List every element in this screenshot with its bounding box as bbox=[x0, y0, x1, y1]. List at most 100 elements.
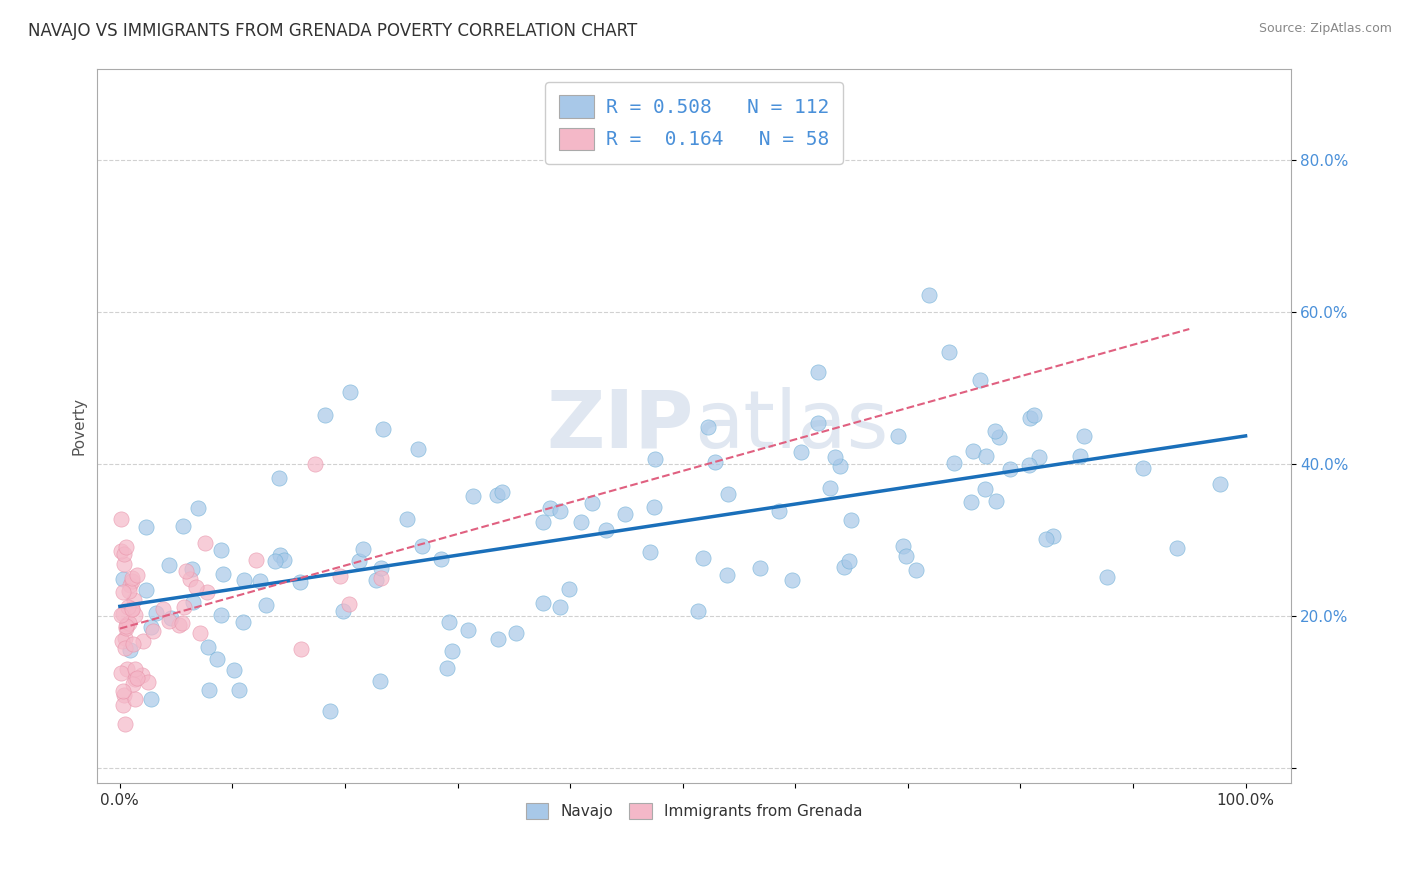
Point bbox=[115, 662, 138, 676]
Point bbox=[406, 442, 429, 456]
Point bbox=[329, 569, 352, 583]
Point bbox=[112, 584, 135, 599]
Point bbox=[290, 641, 312, 656]
Point bbox=[117, 600, 139, 615]
Point bbox=[209, 543, 232, 558]
Point bbox=[125, 567, 148, 582]
Point bbox=[457, 624, 479, 638]
Point bbox=[111, 607, 134, 621]
Point bbox=[938, 344, 960, 359]
Point bbox=[222, 663, 245, 677]
Point bbox=[121, 602, 143, 616]
Point bbox=[531, 516, 554, 530]
Point bbox=[644, 451, 666, 466]
Point bbox=[440, 644, 463, 658]
Point bbox=[1132, 460, 1154, 475]
Point bbox=[569, 515, 592, 529]
Point bbox=[136, 675, 159, 690]
Point bbox=[122, 592, 145, 607]
Point bbox=[111, 633, 134, 648]
Point bbox=[115, 616, 138, 631]
Point bbox=[181, 595, 204, 609]
Point bbox=[112, 547, 135, 561]
Point bbox=[174, 564, 197, 578]
Point bbox=[352, 542, 374, 557]
Point bbox=[894, 549, 917, 564]
Point bbox=[232, 615, 254, 629]
Point bbox=[110, 607, 132, 622]
Point bbox=[157, 558, 180, 572]
Point bbox=[430, 552, 453, 566]
Point bbox=[486, 632, 509, 646]
Point bbox=[115, 619, 138, 633]
Point bbox=[118, 578, 141, 592]
Point bbox=[411, 540, 433, 554]
Point bbox=[692, 551, 714, 566]
Point bbox=[943, 456, 966, 470]
Point bbox=[209, 608, 232, 623]
Point bbox=[832, 560, 855, 574]
Point bbox=[704, 454, 727, 468]
Point bbox=[198, 682, 221, 697]
Point bbox=[640, 545, 662, 559]
Point bbox=[170, 615, 193, 630]
Point bbox=[139, 620, 162, 634]
Point bbox=[194, 535, 217, 549]
Point bbox=[790, 445, 813, 459]
Point bbox=[139, 691, 162, 706]
Point bbox=[249, 574, 271, 589]
Point bbox=[115, 541, 138, 555]
Y-axis label: Poverty: Poverty bbox=[72, 397, 86, 455]
Point bbox=[337, 597, 360, 611]
Point bbox=[121, 677, 143, 691]
Point bbox=[1028, 450, 1050, 464]
Text: atlas: atlas bbox=[695, 387, 889, 465]
Point bbox=[173, 599, 195, 614]
Point bbox=[112, 572, 135, 586]
Point bbox=[114, 631, 136, 645]
Point bbox=[768, 503, 790, 517]
Point bbox=[273, 552, 295, 566]
Point bbox=[824, 450, 846, 464]
Point bbox=[135, 582, 157, 597]
Point bbox=[304, 457, 326, 471]
Point bbox=[830, 458, 852, 473]
Point bbox=[339, 384, 361, 399]
Point bbox=[142, 624, 165, 639]
Point bbox=[152, 602, 174, 616]
Point bbox=[370, 561, 392, 575]
Point bbox=[121, 571, 143, 585]
Point bbox=[269, 548, 291, 562]
Point bbox=[969, 373, 991, 387]
Point bbox=[368, 674, 391, 689]
Point bbox=[463, 490, 485, 504]
Point bbox=[581, 495, 603, 509]
Point bbox=[548, 504, 571, 518]
Point bbox=[366, 573, 388, 587]
Point bbox=[197, 640, 219, 654]
Point bbox=[110, 512, 132, 526]
Point bbox=[974, 449, 997, 463]
Point bbox=[716, 568, 738, 582]
Point bbox=[172, 519, 194, 533]
Point bbox=[984, 494, 1007, 508]
Point bbox=[538, 501, 561, 516]
Point bbox=[121, 574, 143, 588]
Text: ZIP: ZIP bbox=[547, 387, 695, 465]
Point bbox=[187, 500, 209, 515]
Point bbox=[1024, 409, 1046, 423]
Point bbox=[207, 652, 229, 666]
Point bbox=[807, 416, 830, 430]
Point bbox=[998, 462, 1021, 476]
Point bbox=[112, 698, 135, 712]
Point bbox=[613, 508, 636, 522]
Point bbox=[818, 481, 841, 495]
Point bbox=[1042, 529, 1064, 543]
Point bbox=[112, 558, 135, 572]
Point bbox=[917, 288, 939, 302]
Point bbox=[188, 626, 211, 640]
Point bbox=[491, 484, 513, 499]
Point bbox=[782, 573, 804, 587]
Point bbox=[267, 471, 290, 485]
Point bbox=[717, 486, 740, 500]
